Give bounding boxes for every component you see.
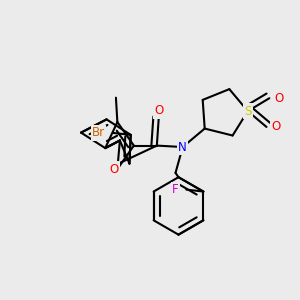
Text: O: O	[272, 120, 281, 134]
Text: O: O	[154, 104, 164, 117]
Text: Br: Br	[92, 126, 105, 140]
Text: F: F	[172, 183, 178, 196]
Text: N: N	[178, 140, 187, 154]
Text: O: O	[274, 92, 283, 105]
Text: O: O	[110, 163, 119, 176]
Text: S: S	[244, 105, 251, 118]
